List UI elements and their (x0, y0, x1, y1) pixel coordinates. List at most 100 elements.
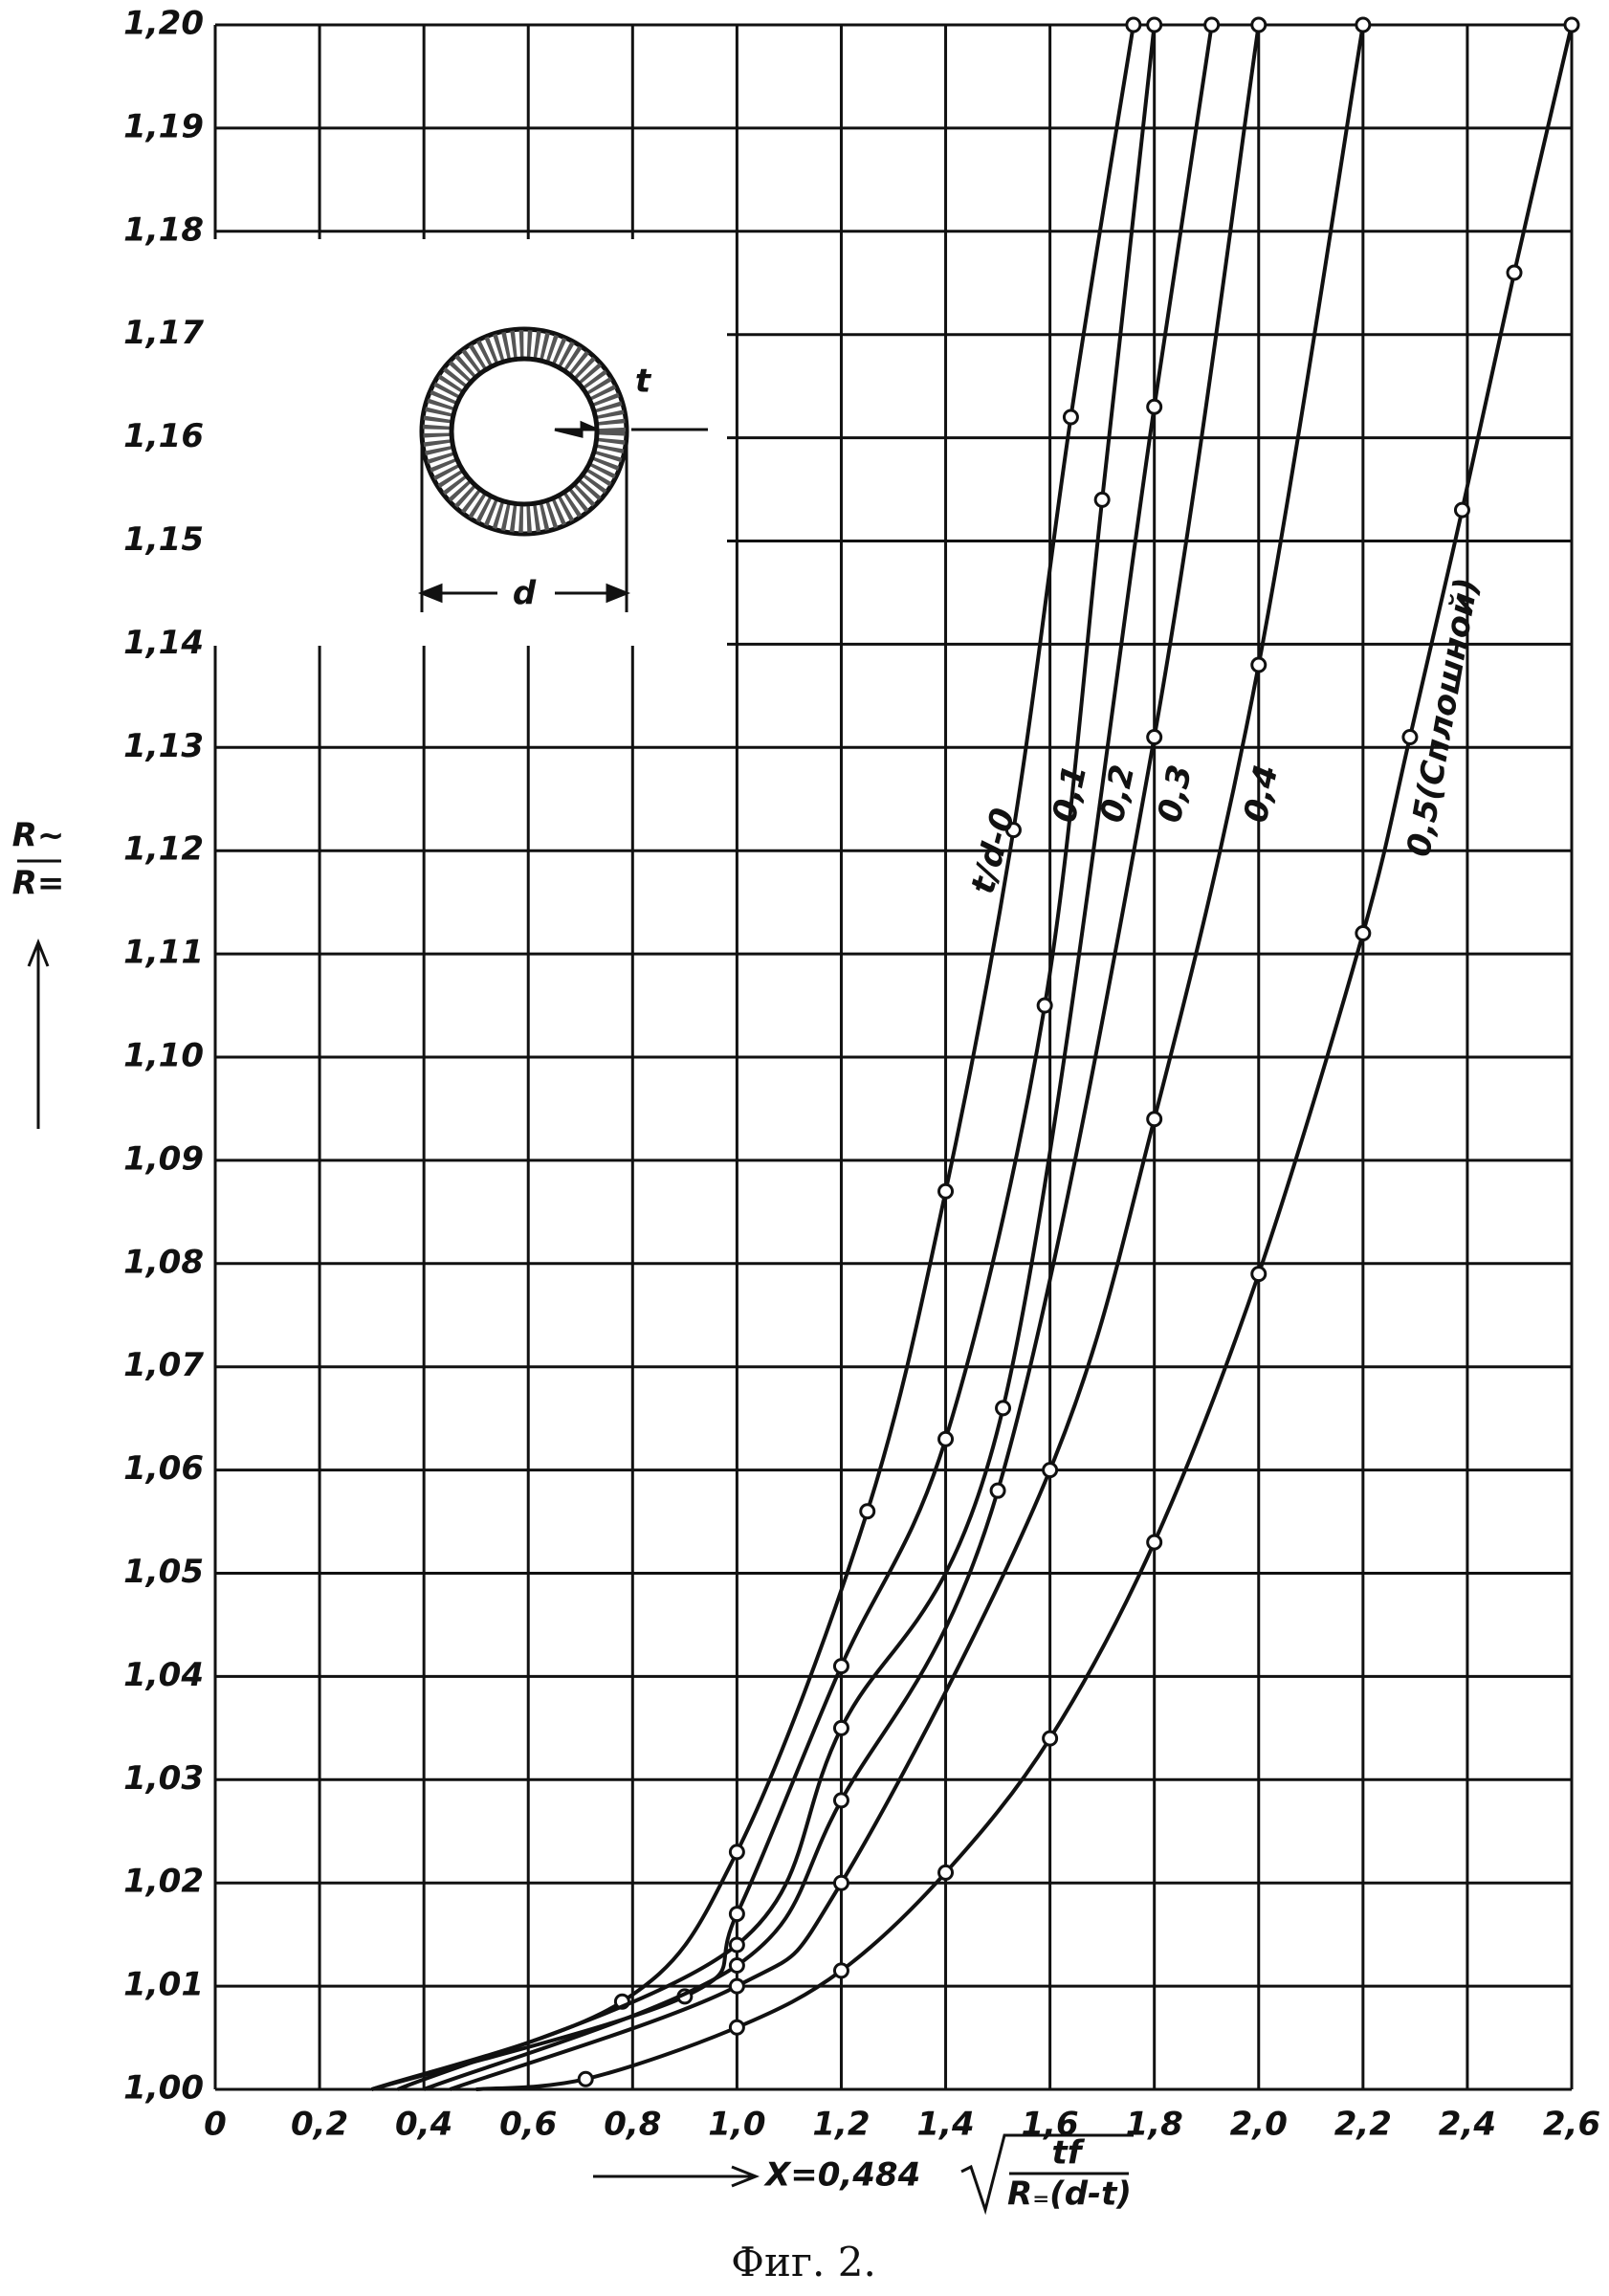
x-tick-label: 0,6 (499, 2106, 557, 2144)
x-tick-label: 1,6 (1021, 2106, 1078, 2144)
y-tick-label: 1,13 (123, 727, 204, 765)
x-tick-label: 0 (204, 2106, 227, 2144)
data-point (1125, 16, 1142, 33)
curve-label: 0,1 (1046, 762, 1095, 826)
y-tick-label: 1,19 (123, 107, 204, 145)
y-tick-label: 1,04 (123, 1656, 204, 1694)
x-label-den: R₌(d-t) (1007, 2175, 1132, 2214)
x-tick-label: 2,6 (1543, 2106, 1600, 2144)
curve (370, 24, 1135, 2091)
dim-arrow (417, 583, 631, 604)
y-tick-label: 1,14 (123, 624, 204, 662)
x-tick-label: 2,2 (1334, 2106, 1392, 2144)
data-point (937, 1182, 955, 1200)
data-point (1042, 1730, 1059, 1747)
sqrt (960, 2133, 1134, 2216)
data-point (1506, 264, 1523, 281)
x-label-num: tf (1051, 2134, 1085, 2173)
y-tick-label: 1,01 (123, 1966, 204, 2004)
data-point (832, 1874, 849, 1891)
data-point (832, 1962, 849, 1979)
data-point (1401, 729, 1419, 746)
data-point (1250, 1266, 1267, 1283)
inset-d: d (513, 575, 537, 613)
y-arrow (27, 938, 50, 1129)
data-point (1062, 408, 1079, 426)
data-point (728, 1906, 745, 1923)
pipe-wall (423, 330, 626, 533)
data-point (1563, 16, 1580, 33)
data-point (577, 2070, 594, 2087)
data-point (1355, 925, 1372, 942)
y-tick-label: 1,18 (123, 210, 204, 249)
data-point (1250, 656, 1267, 673)
data-point (1146, 1534, 1163, 1551)
y-tick-label: 1,07 (123, 1346, 204, 1384)
curve (449, 24, 1365, 2091)
x-label-prefix: X=0,484 (763, 2156, 920, 2195)
data-point (728, 1936, 745, 1954)
data-point (1146, 16, 1163, 33)
data-point (1355, 16, 1372, 33)
y-label-den: R= (12, 865, 65, 903)
y-tick-label: 1,08 (123, 1243, 204, 1281)
x-tick-label: 0,4 (395, 2106, 452, 2144)
grid (213, 23, 1574, 2091)
data-point (859, 1503, 876, 1520)
y-tick-label: 1,17 (123, 314, 204, 352)
data-point (728, 2019, 745, 2036)
data-point (995, 1400, 1012, 1417)
y-tick-label: 1,12 (123, 830, 204, 869)
data-point (1250, 16, 1267, 33)
data-point (728, 1977, 745, 1995)
y-tick-label: 1,03 (123, 1759, 204, 1798)
data-point (1146, 1111, 1163, 1128)
y-label-num: R~ (12, 817, 65, 855)
y-tick-label: 1,02 (123, 1863, 204, 1901)
data-point (937, 1864, 955, 1881)
caption: Фиг. 2. (731, 2239, 876, 2285)
data-point (1036, 997, 1053, 1014)
y-tick-label: 1,00 (123, 2069, 204, 2108)
x-tick-label: 0,8 (604, 2106, 661, 2144)
data-point (728, 1957, 745, 1975)
data-point (937, 1430, 955, 1447)
y-tick-label: 1,16 (123, 417, 204, 455)
data-point (1042, 1462, 1059, 1479)
curve (397, 24, 1214, 2091)
y-tick-label: 1,05 (123, 1553, 204, 1591)
y-tick-label: 1,06 (123, 1449, 204, 1488)
x-tick-label: 2,4 (1439, 2106, 1496, 2144)
data-point (1146, 729, 1163, 746)
x-tick-label: 1,4 (916, 2106, 974, 2144)
data-point (832, 1719, 849, 1736)
y-tick-label: 1,20 (123, 5, 204, 43)
t-arrow (554, 420, 708, 438)
y-tick-label: 1,09 (123, 1139, 204, 1178)
data-point (1453, 501, 1470, 519)
x-arrow (593, 2165, 760, 2188)
data-point (832, 1792, 849, 1809)
x-tick-label: 1,0 (708, 2106, 765, 2144)
curve (475, 24, 1574, 2091)
data-point (989, 1482, 1006, 1499)
data-point (1004, 822, 1022, 839)
x-tick-label: 0,2 (291, 2106, 348, 2144)
data-point (1146, 398, 1163, 415)
x-tick-label: 1,8 (1126, 2106, 1183, 2144)
data-point (832, 1658, 849, 1675)
inset: dt (205, 239, 727, 646)
pipe-inner (449, 356, 600, 507)
data-point (1203, 16, 1221, 33)
y-tick-label: 1,11 (123, 934, 204, 972)
curve-label: 0,4 (1237, 762, 1287, 826)
inset-t: t (635, 363, 652, 401)
y-tick-label: 1,10 (123, 1037, 204, 1075)
curve-label: 0,2 (1093, 762, 1143, 826)
data-point (728, 1843, 745, 1861)
x-tick-label: 1,2 (812, 2106, 870, 2144)
curve-label: 0,3 (1151, 762, 1201, 826)
y-tick-label: 1,15 (123, 520, 204, 559)
